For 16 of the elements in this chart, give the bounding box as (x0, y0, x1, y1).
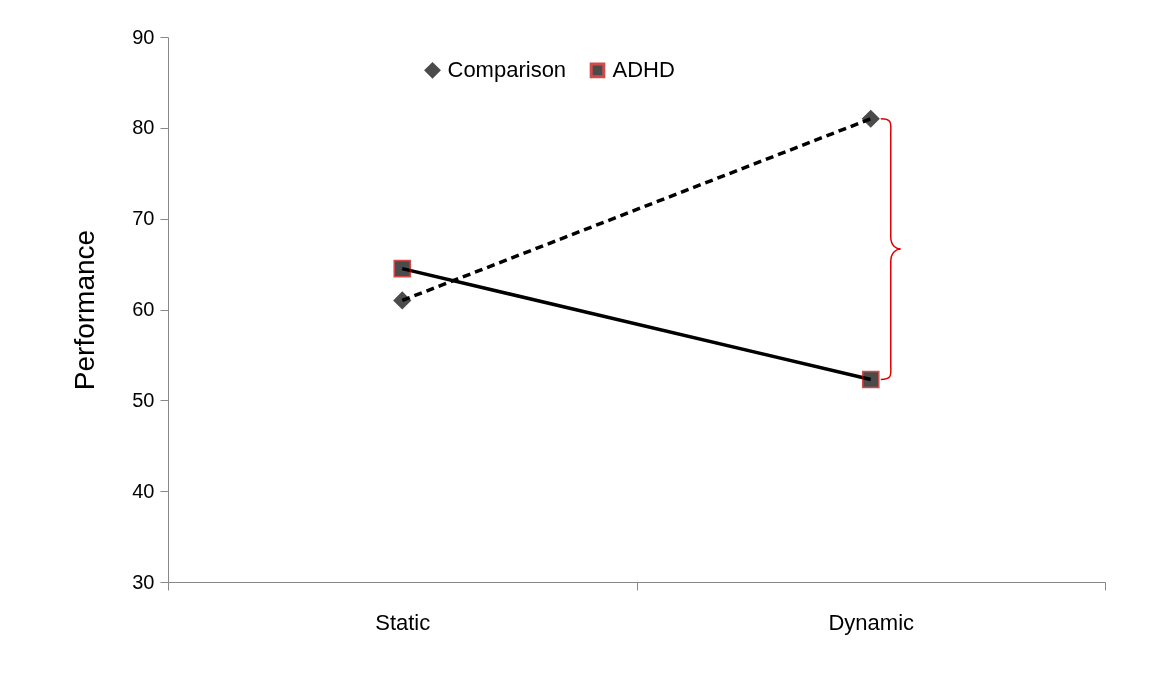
x-tick-label: Dynamic (828, 609, 915, 635)
y-tick-label: 50 (132, 388, 155, 411)
point (861, 109, 880, 128)
point (393, 291, 412, 310)
point (861, 370, 880, 389)
y-tick-label: 30 (132, 570, 155, 593)
legend-label: ADHD (612, 57, 675, 83)
y-tick-label: 40 (132, 479, 155, 502)
point (393, 259, 412, 278)
y-tick-label: 70 (132, 207, 155, 230)
y-axis-title: Performance (69, 229, 101, 391)
x-tick-label: Static (375, 609, 431, 635)
y-tick-label: 60 (132, 298, 155, 320)
y-tick-label: 80 (132, 116, 155, 139)
legend-label: Comparison (447, 57, 567, 83)
y-tick-label: 90 (132, 25, 155, 48)
